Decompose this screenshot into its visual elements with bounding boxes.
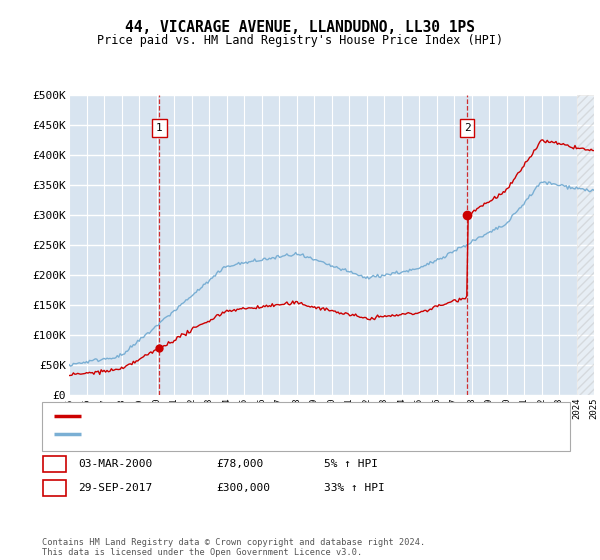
Text: 44, VICARAGE AVENUE, LLANDUDNO, LL30 1PS (detached house): 44, VICARAGE AVENUE, LLANDUDNO, LL30 1PS… [87, 410, 429, 421]
Text: 03-MAR-2000: 03-MAR-2000 [78, 459, 152, 469]
Text: 2: 2 [464, 123, 470, 133]
Text: Price paid vs. HM Land Registry's House Price Index (HPI): Price paid vs. HM Land Registry's House … [97, 34, 503, 46]
Text: £78,000: £78,000 [216, 459, 263, 469]
Text: 1: 1 [51, 457, 58, 470]
Text: 33% ↑ HPI: 33% ↑ HPI [324, 483, 385, 493]
Text: 1: 1 [156, 123, 163, 133]
Text: £300,000: £300,000 [216, 483, 270, 493]
Text: 5% ↑ HPI: 5% ↑ HPI [324, 459, 378, 469]
Text: 29-SEP-2017: 29-SEP-2017 [78, 483, 152, 493]
Text: Contains HM Land Registry data © Crown copyright and database right 2024.
This d: Contains HM Land Registry data © Crown c… [42, 538, 425, 557]
Text: HPI: Average price, detached house, Conwy: HPI: Average price, detached house, Conw… [87, 429, 333, 439]
Text: 44, VICARAGE AVENUE, LLANDUDNO, LL30 1PS: 44, VICARAGE AVENUE, LLANDUDNO, LL30 1PS [125, 20, 475, 35]
Text: 2: 2 [51, 482, 58, 495]
